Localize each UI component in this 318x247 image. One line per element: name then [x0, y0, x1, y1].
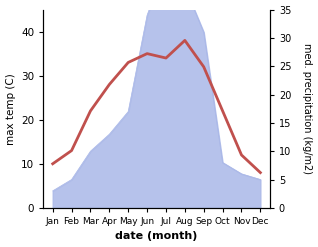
- Y-axis label: max temp (C): max temp (C): [5, 73, 16, 144]
- Y-axis label: med. precipitation (kg/m2): med. precipitation (kg/m2): [302, 43, 313, 174]
- X-axis label: date (month): date (month): [115, 231, 198, 242]
